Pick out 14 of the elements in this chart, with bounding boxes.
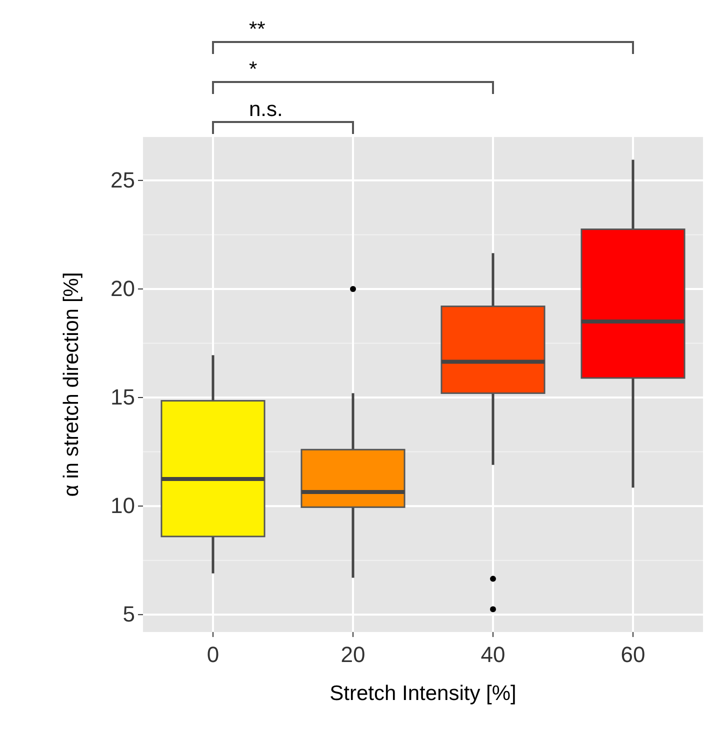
y-tick-label: 25	[110, 167, 135, 192]
y-tick-label: 20	[110, 276, 135, 302]
x-tick-label: 20	[340, 642, 366, 667]
y-tick-label: 15	[110, 384, 135, 410]
y-tick-label: 5	[122, 602, 135, 627]
x-tick-label: 60	[620, 642, 646, 667]
text: *	[249, 58, 258, 81]
x-axis-title: Stretch Intensity [%]	[330, 682, 516, 705]
x-tick-label: 0	[206, 642, 220, 667]
x-tick-label: 40	[480, 642, 506, 667]
y-axis-title: α in stretch direction [%]	[60, 272, 83, 497]
text: **	[249, 18, 266, 41]
text: n.s.	[249, 98, 283, 121]
y-tick-label: 10	[110, 493, 135, 518]
